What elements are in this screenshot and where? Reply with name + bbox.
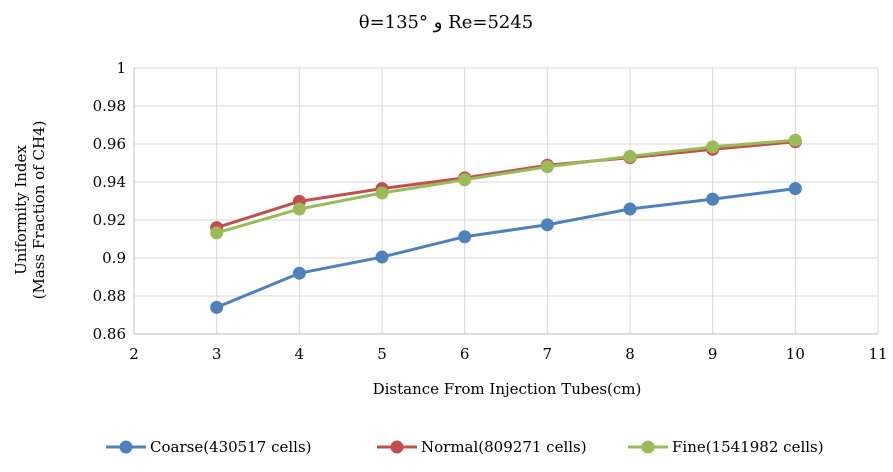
series-line bbox=[216, 187, 796, 309]
x-tick-label: 7 bbox=[543, 345, 553, 363]
legend-marker bbox=[641, 440, 655, 454]
y-axis-label-line1: Uniformity Index bbox=[12, 145, 30, 275]
y-axis-label: Uniformity Index (Mass Fraction of CH4) bbox=[12, 121, 48, 300]
y-tick-label: 0.94 bbox=[93, 173, 126, 191]
chart-title: θ=135° و Re=5245 bbox=[359, 12, 534, 33]
x-tick-label: 3 bbox=[212, 345, 222, 363]
y-tick-label: 0.96 bbox=[93, 135, 126, 153]
data-point bbox=[292, 266, 306, 280]
x-tick-label: 8 bbox=[625, 345, 635, 363]
data-point bbox=[375, 186, 389, 200]
legend-marker bbox=[390, 440, 404, 454]
y-axis-label-line2: (Mass Fraction of CH4) bbox=[30, 121, 48, 300]
series-1 bbox=[210, 182, 802, 314]
y-tick-label: 0.98 bbox=[93, 97, 126, 115]
data-point bbox=[788, 133, 802, 147]
x-tick-label: 11 bbox=[868, 345, 887, 363]
x-tick-label: 4 bbox=[295, 345, 305, 363]
legend-item: Coarse(430517 cells) bbox=[106, 438, 312, 456]
x-tick-label: 9 bbox=[708, 345, 718, 363]
data-point bbox=[623, 149, 637, 163]
data-point bbox=[375, 250, 389, 264]
legend-label: Fine(1541982 cells) bbox=[672, 438, 824, 456]
data-point bbox=[210, 226, 224, 240]
axes bbox=[133, 68, 878, 335]
x-tick-labels: 2 3 4 5 6 7 8 9 10 11 bbox=[129, 345, 887, 363]
y-tick-label: 1 bbox=[116, 59, 126, 77]
data-point bbox=[210, 300, 224, 314]
x-tick-label: 5 bbox=[377, 345, 387, 363]
data-point bbox=[706, 192, 720, 206]
data-point bbox=[292, 202, 306, 216]
data-point bbox=[788, 182, 802, 196]
data-point bbox=[458, 173, 472, 187]
legend-item: Normal(809271 cells) bbox=[377, 438, 587, 456]
x-axis-label: Distance From Injection Tubes(cm) bbox=[373, 380, 642, 398]
legend-label: Normal(809271 cells) bbox=[421, 438, 587, 456]
legend: Coarse(430517 cells) Normal(809271 cells)… bbox=[106, 438, 824, 456]
series-line bbox=[216, 138, 796, 235]
series-line bbox=[216, 140, 796, 230]
data-point bbox=[540, 160, 554, 174]
x-tick-label: 2 bbox=[129, 345, 139, 363]
data-point bbox=[623, 202, 637, 216]
legend-marker bbox=[119, 440, 133, 454]
y-tick-labels: 0.86 0.88 0.9 0.92 0.94 0.96 0.98 1 bbox=[93, 59, 126, 343]
data-series bbox=[210, 133, 802, 314]
x-tick-label: 6 bbox=[460, 345, 470, 363]
y-tick-label: 0.88 bbox=[93, 287, 126, 305]
data-point bbox=[540, 218, 554, 232]
legend-item: Fine(1541982 cells) bbox=[628, 438, 824, 456]
data-point bbox=[706, 140, 720, 154]
data-point bbox=[458, 230, 472, 244]
series-3 bbox=[210, 133, 802, 240]
y-tick-label: 0.92 bbox=[93, 211, 126, 229]
legend-label: Coarse(430517 cells) bbox=[150, 438, 312, 456]
y-tick-label: 0.86 bbox=[93, 325, 126, 343]
x-tick-label: 10 bbox=[786, 345, 805, 363]
y-tick-label: 0.9 bbox=[102, 249, 126, 267]
